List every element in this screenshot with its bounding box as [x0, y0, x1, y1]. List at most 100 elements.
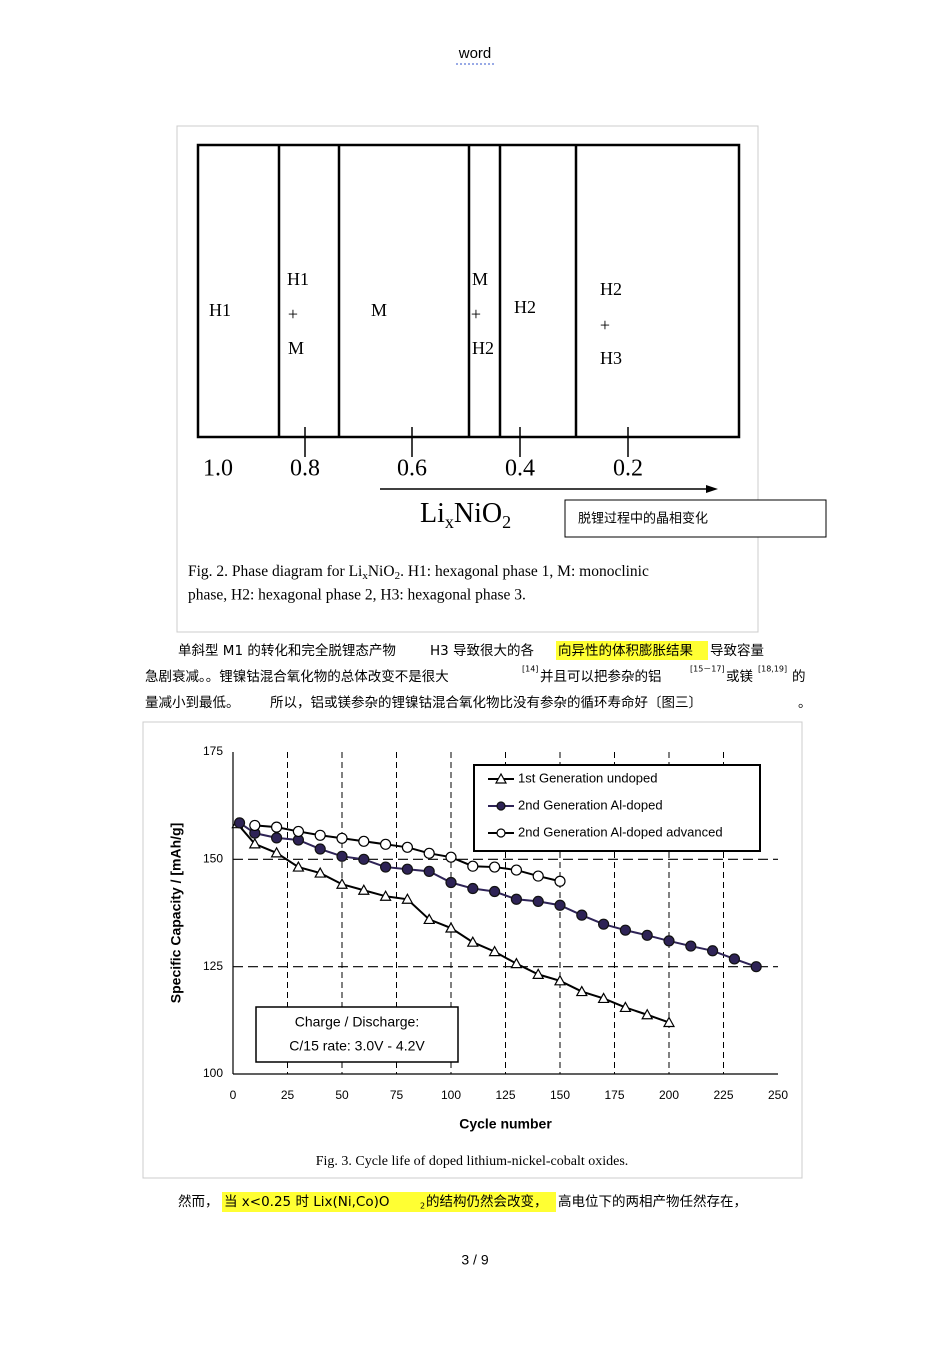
x-tick-label: 175: [604, 1088, 624, 1102]
legend-label: 1st Generation undoped: [518, 770, 658, 785]
marker: [357, 884, 370, 895]
phase-diagram: [196, 143, 741, 457]
text: 。: [798, 695, 812, 711]
marker: [401, 841, 413, 853]
phase-labels: H1 H1 + M M M + H2 H2 H2 + H3: [209, 269, 622, 368]
phase-label: H1: [287, 269, 309, 289]
text: 的: [792, 669, 806, 685]
annotation: 脱锂过程中的晶相变化: [578, 511, 708, 527]
marker: [510, 957, 523, 969]
marker: [335, 877, 349, 889]
marker: [488, 945, 501, 957]
marker: [641, 929, 653, 941]
y-tick-label: 125: [203, 959, 223, 973]
text: 所以，铝或镁参杂的锂镍钴混合氧化物比没有参杂的循环寿命好〔图三〕: [270, 694, 702, 711]
text: 高电位下的两相产物任然存在，: [558, 1193, 747, 1210]
x-tick-label: 25: [281, 1088, 295, 1102]
text: 向异性的体积膨胀结果: [558, 643, 693, 659]
tick-label: 0.6: [397, 456, 427, 482]
text: 急剧衰减。。锂镍钴混合氧化物的总体改变不是很大: [145, 668, 449, 685]
tick-label: 0.2: [613, 456, 643, 482]
text: H3 导致很大的各: [430, 643, 535, 659]
marker: [532, 895, 544, 908]
tick-label: 0.8: [290, 456, 320, 482]
marker: [423, 865, 435, 877]
x-tick-label: 50: [335, 1088, 349, 1102]
caption: Fig. 2. Phase diagram for LixNiO2. H1: h…: [188, 563, 649, 582]
marker: [467, 882, 479, 895]
text: 然而，: [178, 1193, 219, 1210]
phase-label: +: [600, 315, 610, 335]
phase-label: H2: [514, 297, 536, 317]
phase-label: +: [288, 304, 298, 324]
marker: [489, 885, 501, 898]
paragraph: 然而， 当 x<0.25 时 Lix(Ni,Co)O 2 的结构仍然会改变， 高…: [178, 1193, 747, 1211]
annotation-box: [255, 1006, 459, 1063]
phase-label: +: [471, 304, 481, 324]
marker: [641, 1008, 654, 1020]
text: 量减小到最低。: [145, 695, 240, 711]
x-tick-label: 250: [768, 1088, 788, 1102]
annotation: Charge / Discharge:: [295, 1014, 420, 1030]
marker: [314, 866, 327, 878]
y-axis-label: Specific Capacity / [mAh/g]: [168, 823, 184, 1003]
subscript: 2: [420, 1202, 425, 1211]
text: Li: [420, 498, 445, 529]
axis-label: LixNiO2: [420, 498, 511, 532]
text: Fig. 2. Phase diagram for Li: [188, 563, 363, 580]
x-tick-label: 125: [495, 1088, 515, 1102]
marker: [466, 935, 479, 947]
header-title: word: [458, 45, 492, 62]
marker: [336, 850, 348, 862]
figure-frame: [142, 721, 803, 1179]
paragraph: 单斜型 M1 的转化和完全脱锂态产物 H3 导致很大的各 向异性的体积膨胀结果 …: [145, 642, 812, 711]
x-axis-label: Cycle number: [459, 1116, 552, 1132]
figure-frame: [176, 125, 759, 633]
text: 当 x<0.25 时 Lix(Ni,Co)O: [224, 1194, 389, 1210]
marker: [576, 909, 588, 921]
arrow-head: [706, 485, 718, 493]
text: 单斜型 M1 的转化和完全脱锂态产物: [178, 642, 396, 659]
marker: [336, 832, 348, 844]
marker: [358, 853, 370, 865]
marker: [249, 819, 261, 832]
marker: [619, 1001, 632, 1013]
marker: [554, 899, 566, 911]
marker: [597, 918, 610, 930]
phase-label: H1: [209, 300, 231, 320]
phase-label: H2: [472, 338, 494, 358]
marker: [575, 985, 588, 997]
marker: [685, 940, 697, 952]
marker: [292, 860, 305, 872]
tick-label: 0.4: [505, 456, 535, 482]
text: 并且可以把参杂的铝: [540, 668, 662, 685]
y-tick-label: 100: [203, 1066, 223, 1080]
marker: [380, 861, 392, 873]
phase-label: M: [371, 300, 387, 320]
citation: [14]: [522, 665, 538, 674]
marker: [728, 953, 741, 965]
marker: [314, 829, 326, 841]
text: NiO: [368, 563, 395, 580]
marker: [597, 992, 610, 1004]
legend-label: 2nd Generation Al-doped: [518, 797, 663, 812]
marker: [314, 843, 326, 855]
subscript: 2: [502, 512, 511, 532]
tick-label: 1.0: [203, 456, 233, 482]
annotation-box: [564, 499, 827, 538]
phase-label: M: [288, 338, 304, 358]
marker: [706, 945, 719, 957]
phase-label: H2: [600, 279, 622, 299]
x-tick-label: 75: [390, 1088, 404, 1102]
citation: [15－17]: [690, 665, 725, 674]
x-tick-label: 150: [550, 1088, 570, 1102]
marker: [510, 864, 523, 876]
marker: [467, 860, 479, 872]
marker: [380, 838, 392, 850]
marker: [292, 825, 304, 838]
y-tick-label: 150: [203, 852, 223, 866]
marker: [233, 817, 246, 829]
legend-box: [473, 764, 761, 852]
marker: [663, 935, 675, 947]
caption: Fig. 3. Cycle life of doped lithium-nick…: [316, 1154, 629, 1169]
